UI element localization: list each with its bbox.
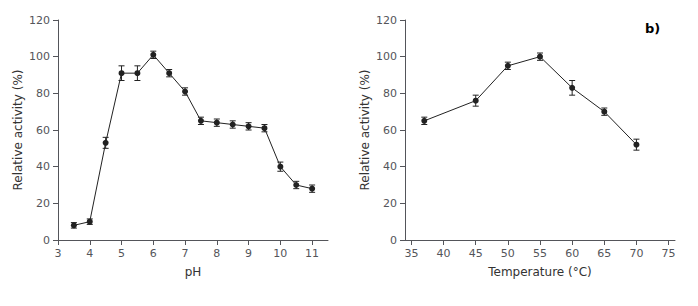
svg-text:55: 55: [533, 247, 547, 260]
svg-text:40: 40: [36, 160, 50, 173]
svg-text:11: 11: [305, 247, 319, 260]
svg-text:80: 80: [36, 87, 50, 100]
svg-text:8: 8: [213, 247, 220, 260]
svg-text:80: 80: [383, 87, 397, 100]
svg-text:75: 75: [662, 247, 676, 260]
svg-text:65: 65: [597, 247, 611, 260]
svg-text:b): b): [645, 21, 660, 36]
svg-text:60: 60: [565, 247, 579, 260]
svg-text:70: 70: [629, 247, 643, 260]
svg-text:120: 120: [376, 14, 397, 27]
svg-text:7: 7: [182, 247, 189, 260]
svg-text:9: 9: [245, 247, 252, 260]
svg-text:120: 120: [29, 14, 50, 27]
svg-text:6: 6: [150, 247, 157, 260]
svg-text:60: 60: [36, 124, 50, 137]
svg-text:50: 50: [501, 247, 515, 260]
svg-text:35: 35: [404, 247, 418, 260]
svg-text:5: 5: [118, 247, 125, 260]
svg-text:pH: pH: [185, 265, 202, 279]
svg-text:Relative activity (%): Relative activity (%): [358, 69, 372, 190]
svg-text:40: 40: [437, 247, 451, 260]
svg-text:45: 45: [469, 247, 483, 260]
svg-text:60: 60: [383, 124, 397, 137]
svg-text:0: 0: [43, 234, 50, 247]
svg-text:40: 40: [383, 160, 397, 173]
svg-text:20: 20: [383, 197, 397, 210]
svg-text:3: 3: [55, 247, 62, 260]
svg-text:0: 0: [390, 234, 397, 247]
svg-text:Temperature (°C): Temperature (°C): [487, 265, 592, 279]
svg-text:10: 10: [273, 247, 287, 260]
svg-text:20: 20: [36, 197, 50, 210]
svg-text:4: 4: [86, 247, 93, 260]
svg-text:Relative activity (%): Relative activity (%): [11, 69, 25, 190]
svg-text:100: 100: [29, 50, 50, 63]
svg-text:100: 100: [376, 50, 397, 63]
